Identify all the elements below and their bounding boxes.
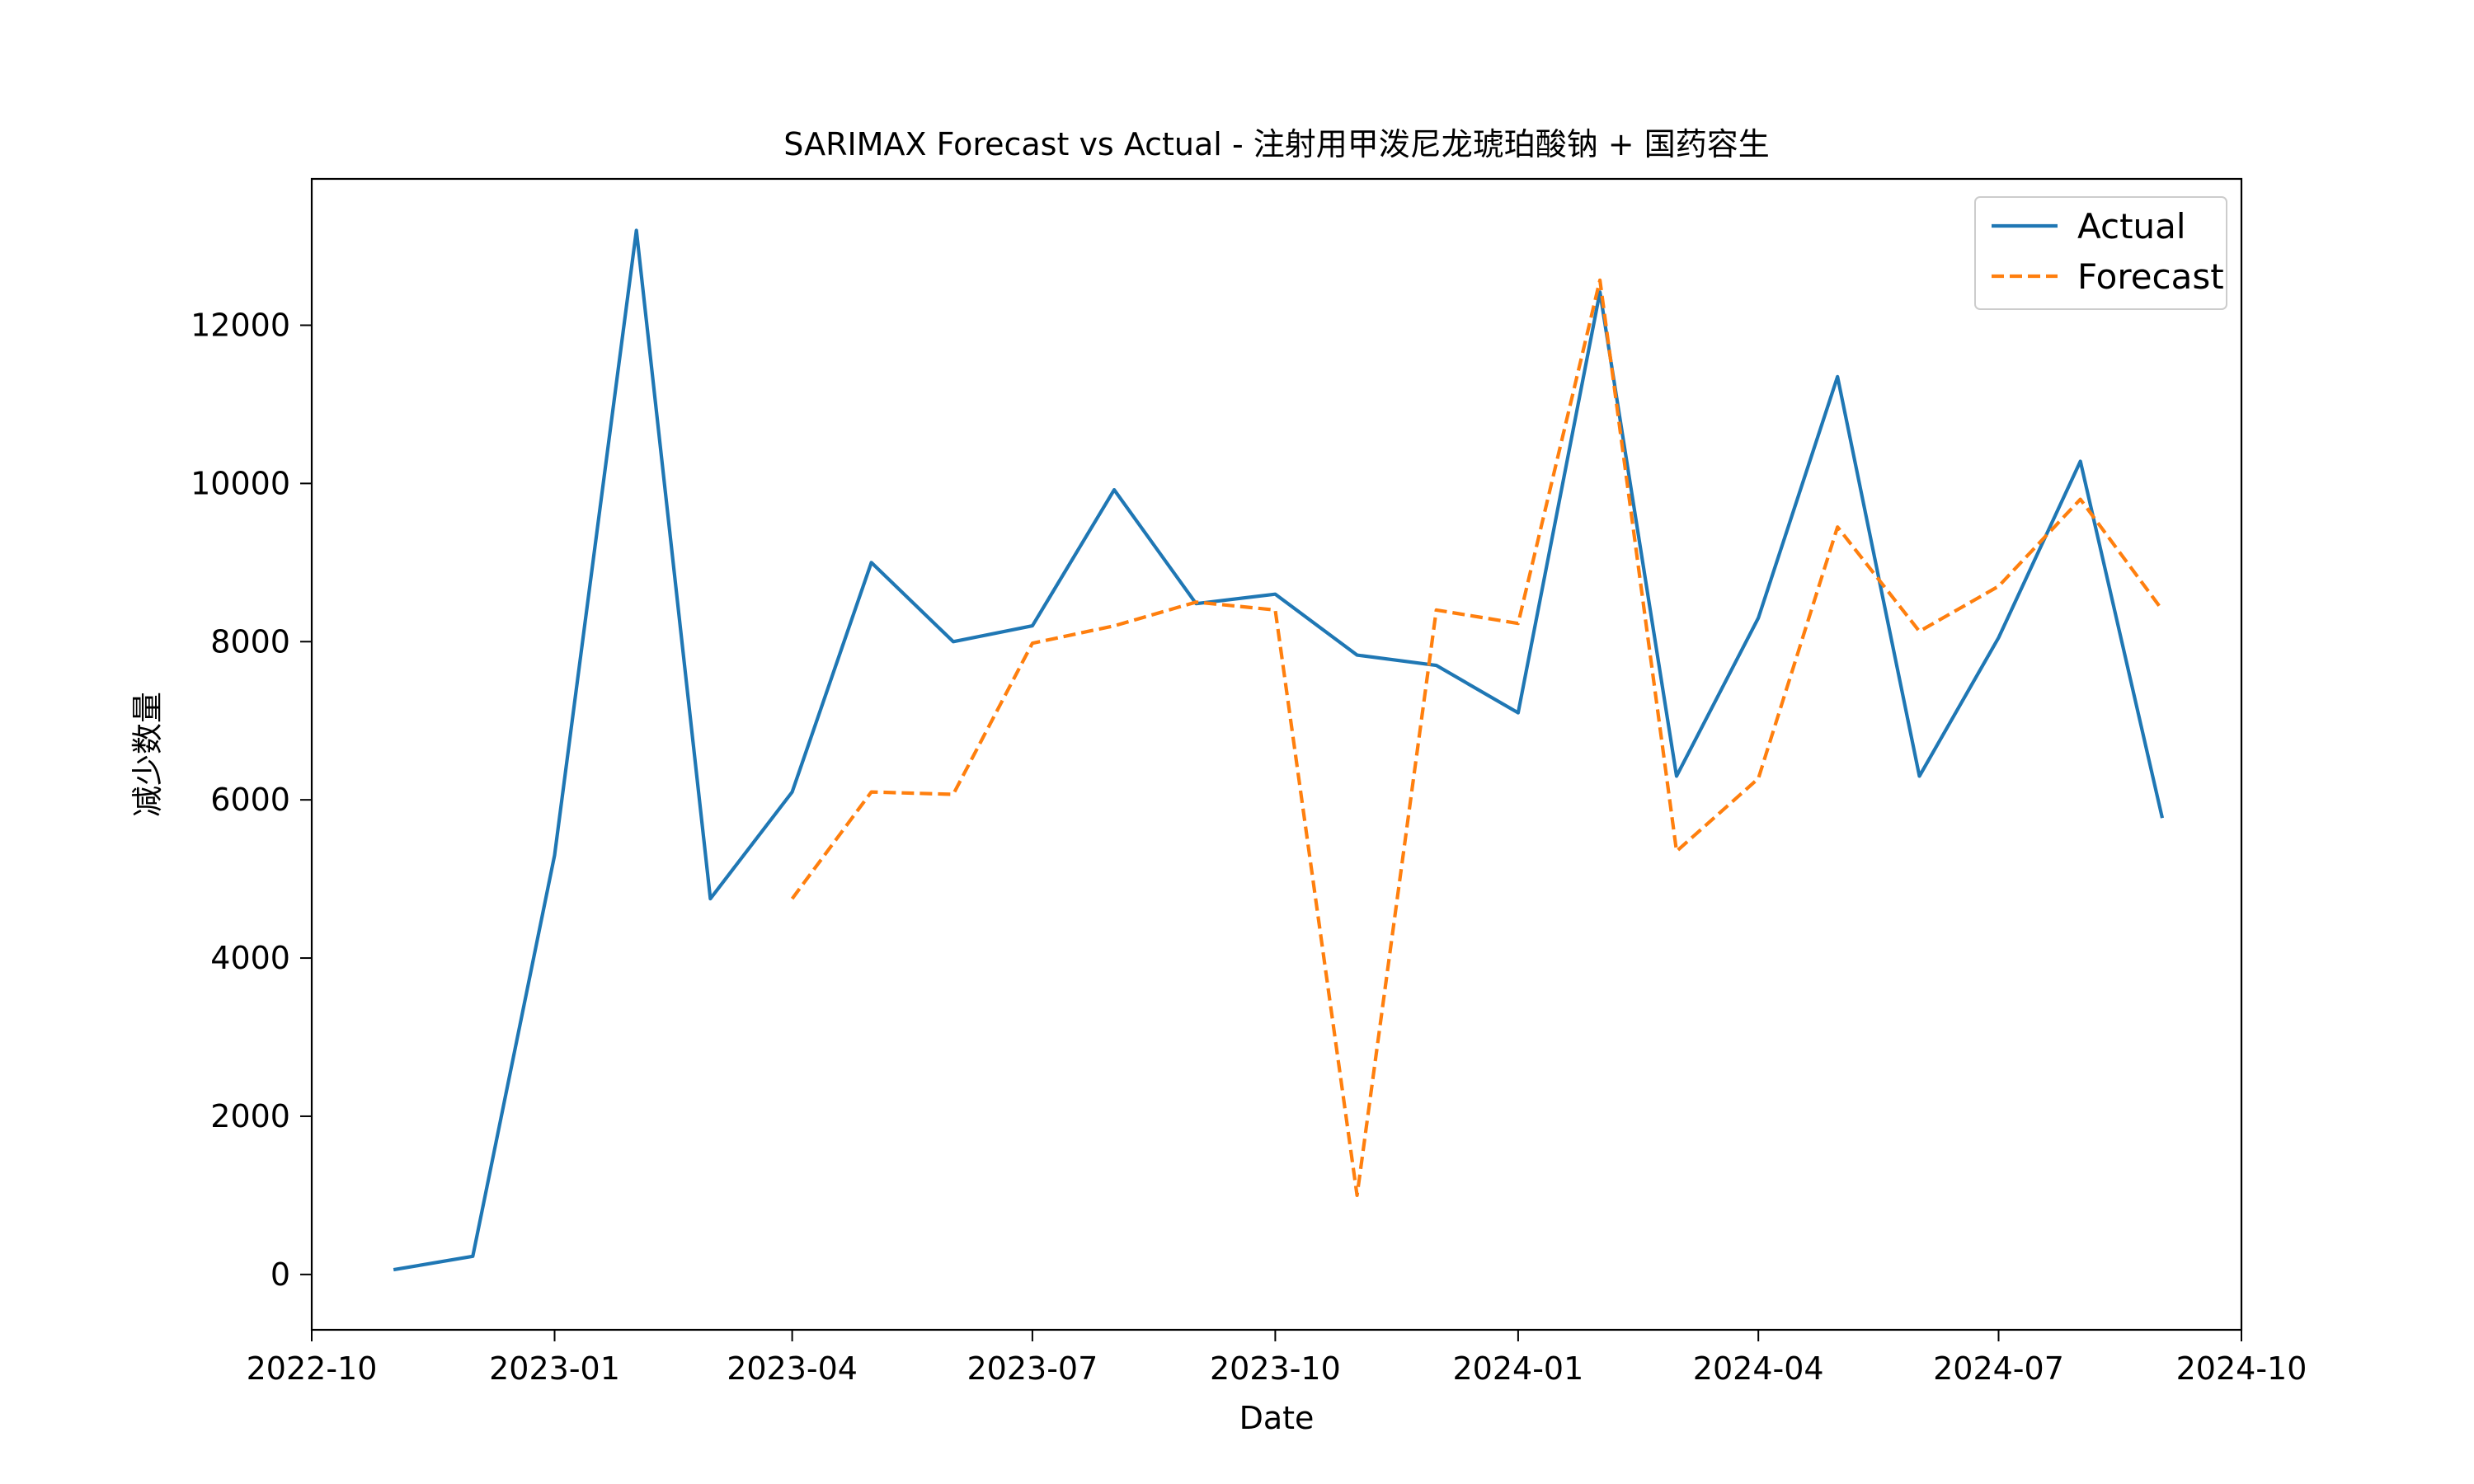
x-tick-label: 2024-01 [1453,1350,1584,1387]
x-tick-label: 2023-07 [967,1350,1098,1387]
x-tick-label: 2022-10 [247,1350,378,1387]
plot-area [393,228,2165,1272]
x-tick-label: 2024-04 [1693,1350,1824,1387]
x-tick-label: 2023-01 [489,1350,620,1387]
y-tick-label: 10000 [190,465,290,501]
x-tick-label: 2024-10 [2176,1350,2307,1387]
y-tick-label: 4000 [210,940,290,976]
legend-label-forecast: Forecast [2077,256,2224,297]
legend: Actual Forecast [1974,196,2227,310]
chart-title: SARIMAX Forecast vs Actual - 注射用甲泼尼龙琥珀酸钠… [783,126,1769,162]
x-axis: 2022-10 2023-01 2023-04 2023-07 2023-10 2024-… [247,1330,2307,1387]
series-line-forecast [790,278,2164,1198]
y-tick-label: 6000 [210,782,290,818]
x-tick-label: 2023-10 [1210,1350,1341,1387]
series-line-actual [393,228,2165,1272]
legend-label-actual: Actual [2077,206,2186,247]
x-tick-label: 2024-07 [1933,1350,2064,1387]
x-axis-label: Date [1239,1400,1315,1436]
y-axis-label: 减少数量 [129,692,166,817]
y-tick-label: 8000 [210,623,290,660]
y-tick-label: 12000 [190,307,290,343]
y-tick-label: 2000 [210,1098,290,1134]
y-tick-label: 0 [270,1256,290,1293]
plot-frame [310,177,2243,1331]
y-axis: 0 2000 4000 6000 8000 10000 12000 [190,307,312,1293]
x-tick-label: 2023-04 [727,1350,858,1387]
